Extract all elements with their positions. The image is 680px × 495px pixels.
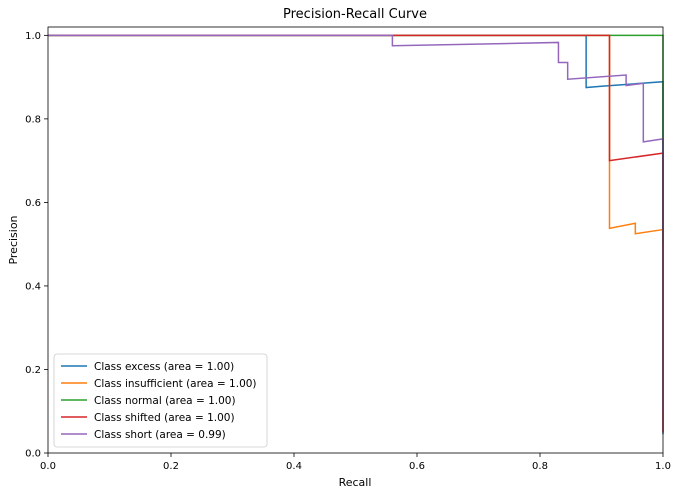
x-tick-label: 0.8 bbox=[532, 461, 548, 472]
legend-label-3: Class shifted (area = 1.00) bbox=[94, 412, 235, 424]
y-tick-label: 0.6 bbox=[25, 198, 41, 209]
legend-box bbox=[53, 353, 268, 448]
y-axis-label: Precision bbox=[7, 215, 20, 264]
y-tick-label: 0.8 bbox=[25, 114, 41, 125]
x-tick-label: 1.0 bbox=[655, 461, 671, 472]
x-tick-label: 0.2 bbox=[163, 461, 179, 472]
series-line-2 bbox=[48, 34, 664, 245]
x-axis-label: Recall bbox=[339, 476, 372, 489]
legend-label-2: Class normal (area = 1.00) bbox=[94, 395, 236, 407]
x-tick-label: 0.6 bbox=[409, 461, 425, 472]
y-tick-label: 1.0 bbox=[25, 31, 41, 42]
chart-title: Precision-Recall Curve bbox=[283, 7, 427, 22]
legend-label-1: Class insufficient (area = 1.00) bbox=[94, 378, 257, 390]
series-line-4 bbox=[48, 34, 664, 412]
y-tick-label: 0.0 bbox=[25, 449, 41, 460]
x-tick-label: 0.0 bbox=[40, 461, 56, 472]
legend-label-4: Class short (area = 0.99) bbox=[94, 429, 226, 441]
axes-layer: 0.0 0.2 0.4 0.6 0.8 1.0 0.0 0.2 0.4 0.6 0.8 1.0 bbox=[25, 26, 671, 472]
y-tick-label: 0.2 bbox=[25, 365, 41, 376]
x-tick-label: 0.4 bbox=[286, 461, 302, 472]
legend: Class excess (area = 1.00) Class insuffic… bbox=[53, 353, 268, 448]
plot-frame bbox=[47, 26, 664, 454]
y-tick-label: 0.4 bbox=[25, 281, 41, 292]
legend-label-0: Class excess (area = 1.00) bbox=[94, 361, 234, 373]
